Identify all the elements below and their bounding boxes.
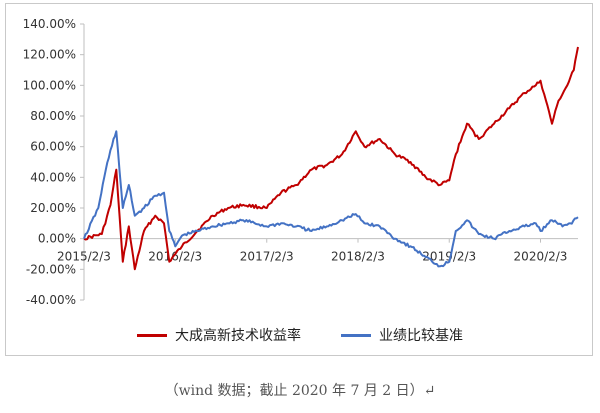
y-tick-label: -40.00%	[26, 293, 76, 307]
chart-frame: 140.00% 120.00% 100.00% 80.00% 60.00% 40.00% 2…	[5, 3, 593, 356]
y-tick-label: -20.00%	[26, 262, 76, 276]
x-tick-label: 2018/2/3	[331, 250, 385, 264]
legend: 大成高新技术收益率 业绩比较基准	[6, 320, 594, 350]
x-tick-label: 2017/2/3	[240, 250, 294, 264]
x-tick-label: 2020/2/3	[514, 250, 568, 264]
source-caption: （wind 数据；截止 2020 年 7 月 2 日）↵	[164, 383, 436, 399]
series-line-fund	[83, 46, 579, 271]
y-tick-label: 80.00%	[30, 109, 76, 123]
legend-swatch-fund	[137, 333, 167, 337]
legend-item-fund: 大成高新技术收益率	[137, 325, 301, 345]
y-tick-label: 20.00%	[30, 201, 76, 215]
y-tick-label: 60.00%	[30, 140, 76, 154]
legend-swatch-benchmark	[341, 333, 371, 337]
legend-item-benchmark: 业绩比较基准	[341, 325, 463, 345]
y-tick-label: 140.00%	[23, 17, 76, 31]
x-tick-label: 2015/2/3	[57, 250, 111, 264]
y-tick-label: 0.00%	[38, 232, 76, 246]
line-chart: 140.00% 120.00% 100.00% 80.00% 60.00% 40.00% 2…	[23, 17, 579, 307]
y-tick-label: 100.00%	[23, 78, 76, 92]
y-tick-label: 40.00%	[30, 170, 76, 184]
x-tick-label: 2016/2/3	[148, 250, 202, 264]
legend-label-fund: 大成高新技术收益率	[175, 328, 301, 344]
y-tick-label: 120.00%	[23, 48, 76, 62]
legend-label-benchmark: 业绩比较基准	[379, 328, 463, 344]
x-tick-label: 2019/2/3	[422, 250, 476, 264]
series-line-benchmark	[83, 130, 579, 268]
